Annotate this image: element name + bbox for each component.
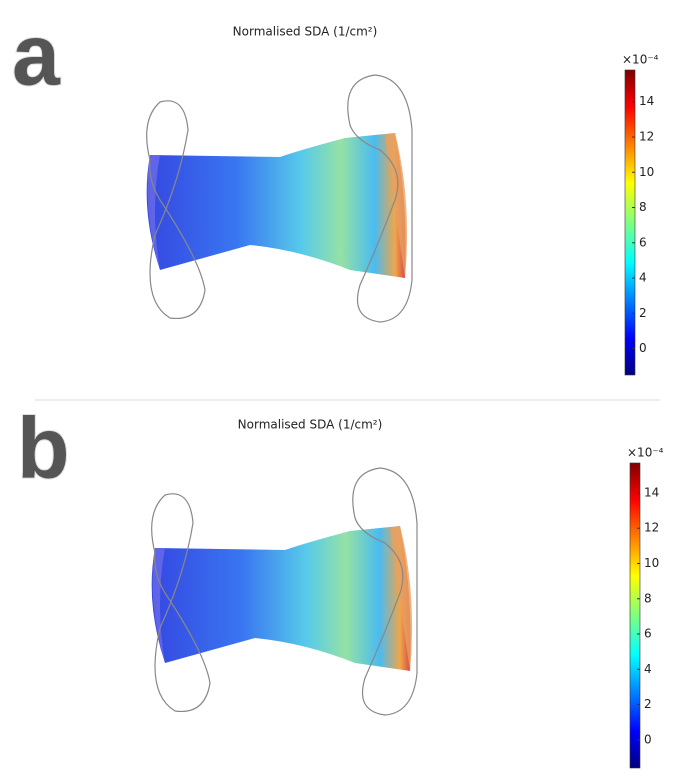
panel-title: Normalised SDA (1/cm²) xyxy=(238,418,383,432)
panel-label: a xyxy=(12,8,61,104)
colorbar-tick-label: 8 xyxy=(639,200,647,214)
colorbar-tick-label: 8 xyxy=(644,591,652,605)
surface-plot xyxy=(151,467,418,716)
colorbar-tick-label: 6 xyxy=(639,235,647,249)
colorbar-tick-label: 14 xyxy=(639,94,654,108)
colorbar-tick-label: 10 xyxy=(639,165,654,179)
colorbar-tick-label: 6 xyxy=(644,627,652,641)
colorbar-tick-label: 12 xyxy=(639,129,654,143)
panel: b Normalised SDA (1/cm²) ×10⁻⁴ 0 2 4 6 8 10 12 14 xyxy=(16,400,664,769)
colorbar-tick-label: 2 xyxy=(644,697,652,711)
panel-title: Normalised SDA (1/cm²) xyxy=(233,25,378,39)
colorbar-multiplier: ×10⁻⁴ xyxy=(622,53,659,67)
colorbar xyxy=(624,69,636,376)
colorbar-tick-label: 4 xyxy=(644,662,652,676)
colorbar-tick-label: 0 xyxy=(639,341,647,355)
colorbar-tick-label: 12 xyxy=(644,521,659,535)
panel-label: b xyxy=(17,401,70,497)
colorbar-tick-label: 4 xyxy=(639,271,647,285)
colorbar xyxy=(629,462,641,769)
surface-plot xyxy=(146,74,413,323)
colorbar-tick-label: 0 xyxy=(644,732,652,746)
colorbar-multiplier: ×10⁻⁴ xyxy=(627,446,664,460)
colorbar-tick-label: 2 xyxy=(639,306,647,320)
colorbar-tick-label: 10 xyxy=(644,556,659,570)
panel: a Normalised SDA (1/cm²) ×10⁻⁴ 0 2 4 6 8 10 12 14 xyxy=(11,7,659,376)
colorbar-tick-label: 14 xyxy=(644,485,659,499)
